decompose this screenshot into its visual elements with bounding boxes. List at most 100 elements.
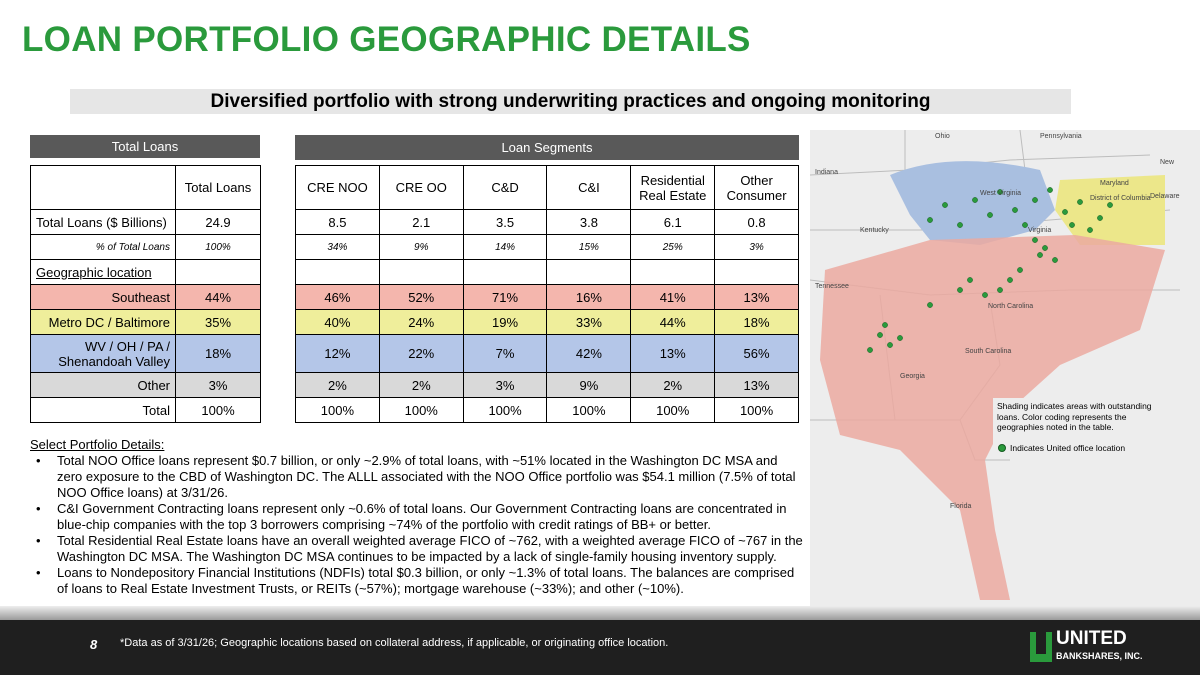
- row-label: Southeast: [30, 284, 176, 310]
- total-cell: 3%: [175, 372, 261, 398]
- table-row: 40% 24% 19% 33% 44% 18%: [295, 309, 799, 335]
- office-dot: [882, 322, 888, 328]
- segment-cell: 40%: [295, 309, 380, 335]
- table-row: 46% 52% 71% 16% 41% 13%: [295, 284, 799, 310]
- table-row: Total Loans ($ Billions) 24.9: [30, 209, 261, 235]
- map-labels: Ohio Pennsylvania Indiana New West Virginia M…: [815, 133, 1180, 510]
- segment-cell: [462, 259, 548, 285]
- office-dot: [982, 292, 988, 298]
- office-dot: [997, 189, 1003, 195]
- column-header: CRE NOO: [295, 165, 380, 210]
- segment-cell: 16%: [546, 284, 632, 310]
- segment-cell: 100%: [714, 397, 799, 423]
- segment-cell: 3%: [714, 234, 799, 260]
- table-row: Other 3%: [30, 372, 261, 398]
- map-label: Indiana: [815, 169, 838, 176]
- office-dot: [1042, 245, 1048, 251]
- segment-cell: 18%: [714, 309, 799, 335]
- segment-cell: 56%: [714, 334, 799, 373]
- office-dot: [972, 197, 978, 203]
- office-dot: [1069, 222, 1075, 228]
- table-row: 34% 9% 14% 15% 25% 3%: [295, 234, 799, 260]
- office-dot: [957, 287, 963, 293]
- segment-cell: 2%: [630, 372, 716, 398]
- total-cell: [175, 259, 261, 285]
- segment-cell: [546, 259, 632, 285]
- segments-header: Loan Segments: [295, 135, 799, 160]
- segment-cell: 2%: [295, 372, 380, 398]
- office-dot: [1022, 222, 1028, 228]
- office-dot: [967, 277, 973, 283]
- office-dot: [957, 222, 963, 228]
- segment-cell: 9%: [546, 372, 632, 398]
- page-number: 8: [90, 637, 98, 652]
- segment-cell: 100%: [546, 397, 632, 423]
- segment-cell: 33%: [546, 309, 632, 335]
- segment-cell: 100%: [378, 397, 464, 423]
- segment-cell: 6.1: [630, 209, 716, 235]
- logo-name: UNITED: [1056, 628, 1127, 649]
- table-row: 12% 22% 7% 42% 13% 56%: [295, 334, 799, 373]
- table-row: 8.5 2.1 3.5 3.8 6.1 0.8: [295, 209, 799, 235]
- map-label: New: [1160, 159, 1175, 166]
- office-dot: [1032, 237, 1038, 243]
- bullet: Loans to Nondepository Financial Institu…: [36, 565, 805, 597]
- office-dot: [1037, 252, 1043, 258]
- row-label: WV / OH / PA / Shenandoah Valley: [30, 334, 176, 373]
- segment-cell: 3.8: [546, 209, 632, 235]
- segment-cell: [630, 259, 716, 285]
- legend-box: [993, 398, 1163, 458]
- row-label: Total: [30, 397, 176, 423]
- table-row: Metro DC / Baltimore 35%: [30, 309, 261, 335]
- map-label: District of Columbia: [1090, 195, 1151, 202]
- segment-cell: 41%: [630, 284, 716, 310]
- office-dot: [1087, 227, 1093, 233]
- row-label: Total Loans ($ Billions): [30, 209, 176, 235]
- office-dot: [1062, 209, 1068, 215]
- total-table: Total Loans Total Loans ($ Billions) 24.9%…: [30, 165, 261, 423]
- segment-cell: 24%: [378, 309, 464, 335]
- row-label: Other: [30, 372, 176, 398]
- segment-cell: [714, 259, 799, 285]
- map-label: South Carolina: [965, 348, 1011, 355]
- segment-cell: [295, 259, 380, 285]
- segments-table: CRE NOO CRE OO C&D C&I Residential Real Esta…: [295, 165, 799, 423]
- southeast-region: [820, 235, 1165, 600]
- bullet-list: Total NOO Office loans represent $0.7 bi…: [30, 453, 805, 597]
- total-cell: 100%: [175, 397, 261, 423]
- legend-shading: Shading indicates areas with outstanding…: [997, 401, 1152, 432]
- office-dot: [927, 302, 933, 308]
- map-label: Delaware: [1150, 193, 1180, 200]
- total-cell: 18%: [175, 334, 261, 373]
- office-dot: [1077, 199, 1083, 205]
- header-row: CRE NOO CRE OO C&D C&I Residential Real Esta…: [295, 165, 799, 210]
- map-label: Tennessee: [815, 283, 849, 290]
- map-label: Florida: [950, 503, 972, 510]
- segment-cell: 13%: [630, 334, 716, 373]
- bullet: Total Residential Real Estate loans have…: [36, 533, 805, 565]
- segment-cell: 2.1: [378, 209, 464, 235]
- segment-cell: 100%: [295, 397, 380, 423]
- column-header: CRE OO: [378, 165, 464, 210]
- segment-cell: 22%: [378, 334, 464, 373]
- map-label: Virginia: [1028, 227, 1051, 234]
- map-label: West Virginia: [980, 190, 1021, 197]
- office-dot: [997, 287, 1003, 293]
- bullet: C&I Government Contracting loans represe…: [36, 501, 805, 533]
- table-row: Southeast 44%: [30, 284, 261, 310]
- logo-mark: [1030, 632, 1052, 662]
- segment-cell: 12%: [295, 334, 380, 373]
- office-dot: [987, 212, 993, 218]
- details-heading: Select Portfolio Details:: [30, 437, 165, 452]
- segment-cell: 3%: [462, 372, 548, 398]
- map-label: Georgia: [900, 373, 925, 380]
- wv-oh-pa-region: [890, 161, 1055, 245]
- table-row: [295, 259, 799, 285]
- office-dot: [867, 347, 873, 353]
- segment-cell: 52%: [378, 284, 464, 310]
- map-label: Maryland: [1100, 180, 1129, 187]
- map: Ohio Pennsylvania Indiana New West Virginia M…: [810, 130, 1200, 606]
- table-row: Total 100%: [30, 397, 261, 423]
- legend-office: Indicates United office location: [1010, 443, 1125, 453]
